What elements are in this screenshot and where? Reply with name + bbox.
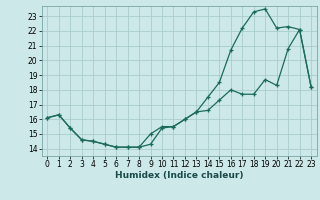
- X-axis label: Humidex (Indice chaleur): Humidex (Indice chaleur): [115, 171, 244, 180]
